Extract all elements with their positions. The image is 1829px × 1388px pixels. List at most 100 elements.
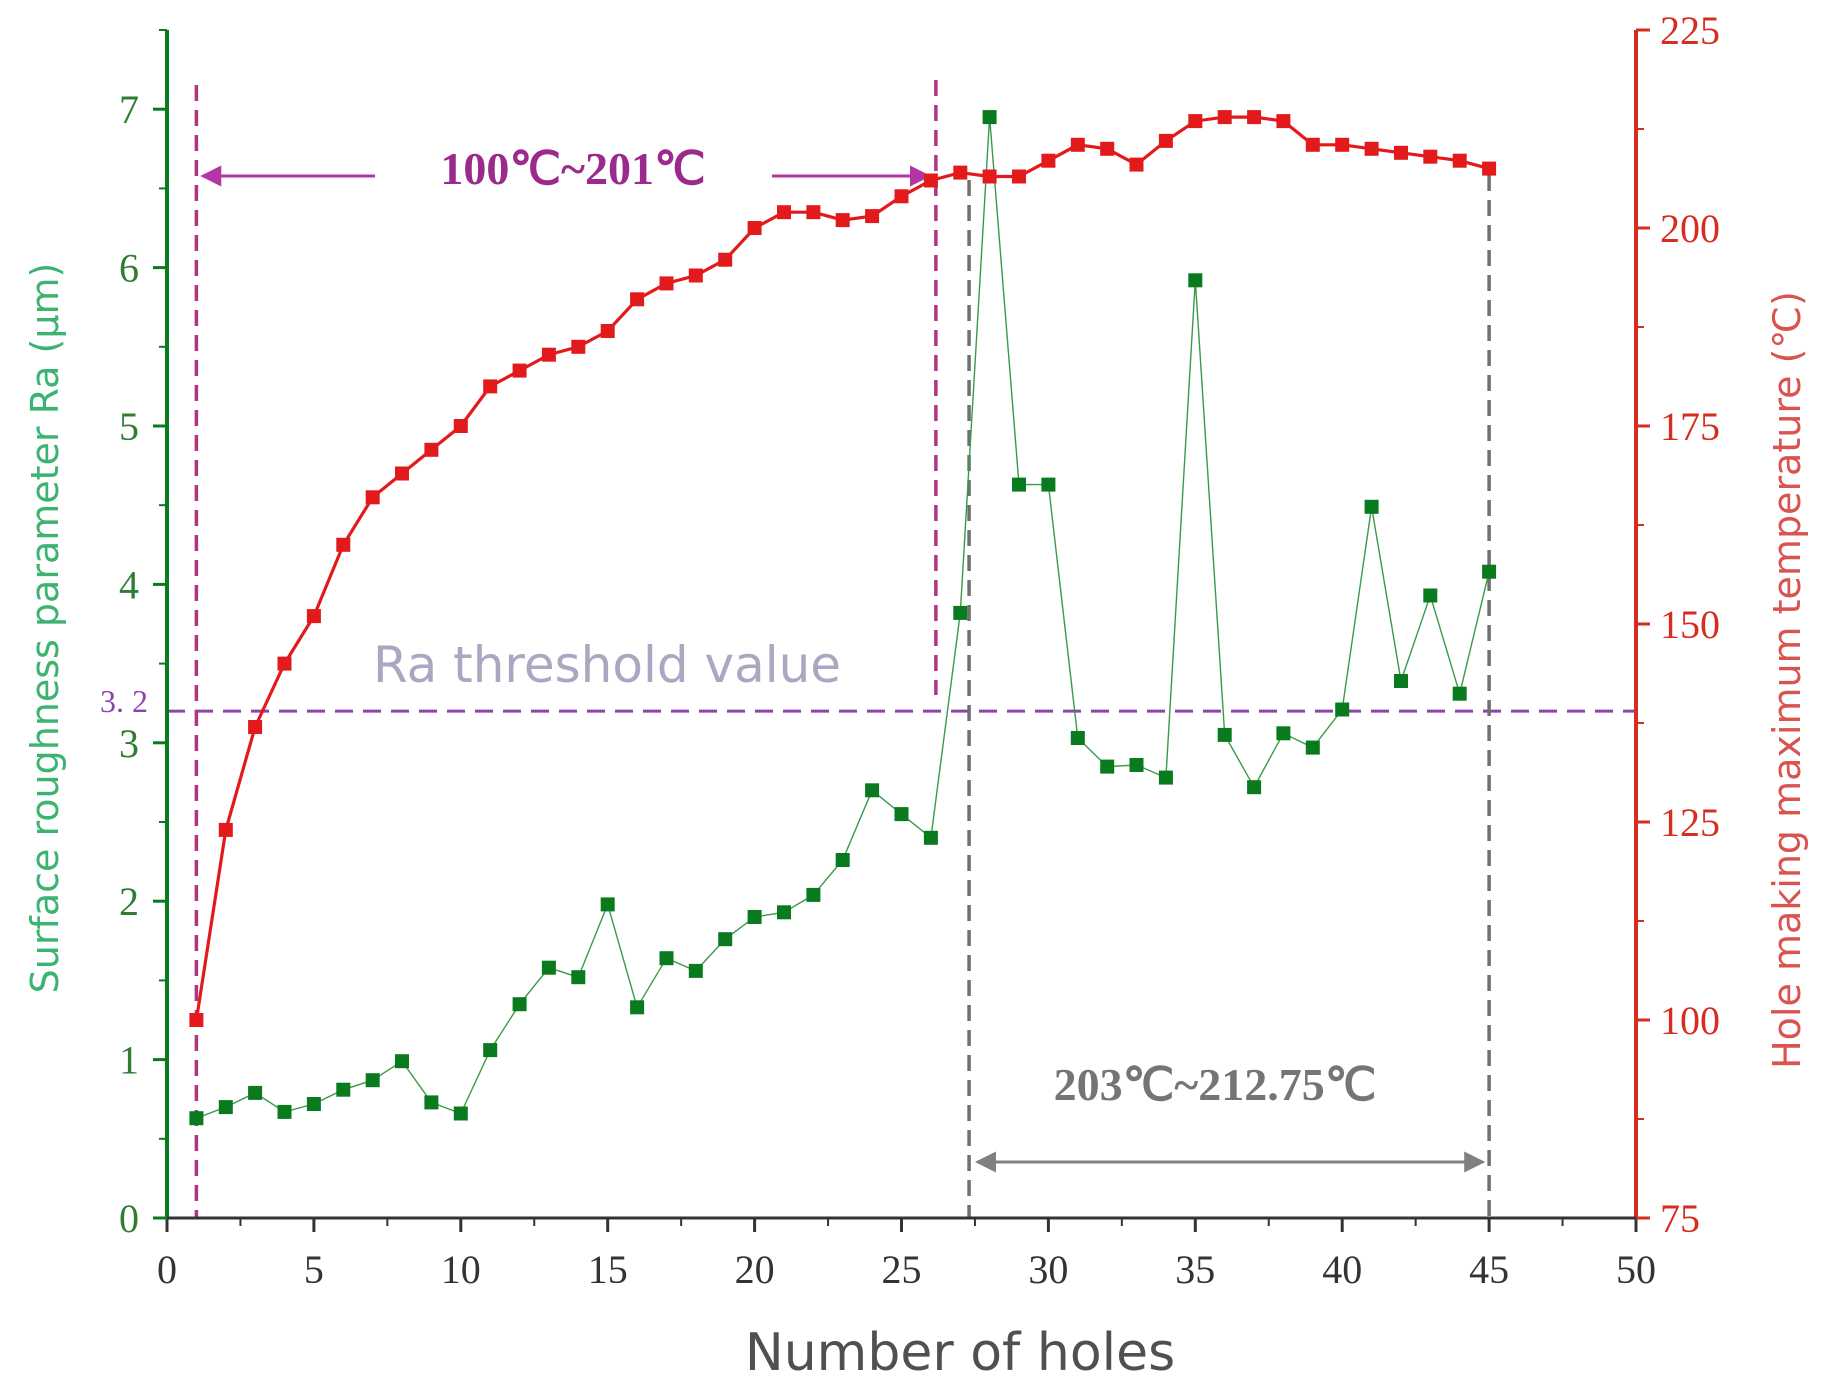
ra-point-8 <box>395 1054 409 1069</box>
temp-point-30 <box>1041 153 1056 168</box>
left-tick-label-5: 5 <box>119 404 139 449</box>
axes <box>153 28 1650 1232</box>
series-temperature-line <box>194 115 1490 1021</box>
x-tick-label-35: 35 <box>1175 1247 1215 1292</box>
series-ra-line <box>196 117 1490 1119</box>
temp-point-10 <box>453 419 468 433</box>
left-tick-label-2: 2 <box>119 879 139 924</box>
temp-point-37 <box>1247 110 1262 125</box>
ra-point-35 <box>1188 273 1203 288</box>
temp-point-7 <box>365 490 380 505</box>
threshold-label: Ra threshold value <box>373 636 841 694</box>
temp-point-2 <box>218 822 233 837</box>
ra-point-3 <box>248 1085 263 1100</box>
temp-point-35 <box>1188 114 1203 129</box>
temp-point-27 <box>953 165 968 180</box>
ra-point-27 <box>953 605 968 620</box>
temp-point-40 <box>1335 137 1350 152</box>
threshold-tick-label: 3. 2 <box>100 683 148 719</box>
x-tick-label-40: 40 <box>1322 1247 1362 1292</box>
ra-point-44 <box>1452 686 1467 701</box>
ra-point-36 <box>1217 727 1232 742</box>
ra-point-39 <box>1305 740 1320 755</box>
temp-point-33 <box>1129 157 1144 172</box>
left-tick-label-0: 0 <box>119 1196 139 1241</box>
ra-point-11 <box>483 1043 498 1058</box>
ra-point-23 <box>835 853 850 867</box>
x-tick-label-20: 20 <box>735 1247 775 1292</box>
ra-point-25 <box>894 807 909 822</box>
temp-point-20 <box>747 221 762 235</box>
temp-point-14 <box>571 339 586 354</box>
ra-point-9 <box>424 1095 439 1110</box>
x-tick-label-25: 25 <box>882 1247 922 1292</box>
temp-point-28 <box>982 169 997 184</box>
right-axis-title: Hole making maximum temperature (℃) <box>1765 291 1809 1069</box>
temp-point-11 <box>483 379 498 394</box>
ra-point-7 <box>365 1073 380 1088</box>
right-tick-label-100: 100 <box>1660 998 1720 1043</box>
ra-point-43 <box>1423 588 1438 603</box>
temp-point-34 <box>1158 133 1173 148</box>
right-tick-label-175: 175 <box>1660 404 1720 449</box>
series-layer <box>189 110 1497 1126</box>
x-tick-label-45: 45 <box>1469 1247 1509 1292</box>
left-axis-title: Surface roughness parameter Ra (μm) <box>23 263 67 994</box>
temp-point-31 <box>1070 137 1085 152</box>
right-tick-label-225: 225 <box>1660 8 1720 53</box>
temp-point-15 <box>600 324 615 338</box>
ra-point-13 <box>541 960 556 975</box>
temp-point-21 <box>777 205 791 220</box>
temp-point-4 <box>277 656 292 671</box>
ra-point-20 <box>747 910 762 924</box>
temp-point-5 <box>306 609 321 624</box>
left-tick-label-1: 1 <box>119 1038 139 1083</box>
temp-point-29 <box>1012 169 1026 184</box>
ra-point-45 <box>1482 564 1497 579</box>
tick-labels: 0 5 10 15 20 25 30 35 40 45 5001234567751001251501… <box>119 8 1720 1292</box>
temp-point-13 <box>541 347 556 362</box>
right-tick-label-200: 200 <box>1660 206 1720 251</box>
temp-point-12 <box>512 363 527 378</box>
temp-point-6 <box>336 537 351 552</box>
temp-point-36 <box>1217 110 1232 125</box>
temp-point-22 <box>806 205 821 220</box>
temp-point-41 <box>1364 141 1379 156</box>
ra-point-1 <box>189 1111 204 1126</box>
ra-point-19 <box>718 932 733 947</box>
ra-point-18 <box>688 963 703 978</box>
temp-point-18 <box>688 268 703 283</box>
temp-point-26 <box>923 173 938 188</box>
x-tick-label-50: 50 <box>1616 1247 1656 1292</box>
ra-point-37 <box>1247 780 1262 795</box>
ra-point-4 <box>277 1104 292 1119</box>
temp-point-19 <box>718 252 733 267</box>
right-tick-label-75: 75 <box>1660 1196 1700 1241</box>
temp-point-8 <box>395 466 409 481</box>
ra-point-34 <box>1158 770 1173 785</box>
ra-point-15 <box>600 897 615 912</box>
temp-point-44 <box>1452 153 1467 168</box>
left-tick-label-6: 6 <box>119 246 139 291</box>
ra-point-28 <box>982 110 997 125</box>
ra-point-14 <box>571 970 586 985</box>
x-tick-label-5: 5 <box>304 1247 324 1292</box>
ra-point-29 <box>1012 477 1026 492</box>
right-tick-label-150: 150 <box>1660 602 1720 647</box>
temp-point-39 <box>1305 137 1320 152</box>
ra-point-24 <box>865 783 880 798</box>
ra-point-31 <box>1070 731 1085 745</box>
temp-point-25 <box>894 189 909 204</box>
left-tick-label-3: 3 <box>119 721 139 766</box>
range-high-label: 203℃~212.75℃ <box>1054 1059 1377 1110</box>
ra-point-12 <box>512 997 527 1012</box>
temp-point-16 <box>630 292 645 307</box>
ra-point-10 <box>453 1106 468 1121</box>
x-tick-label-0: 0 <box>157 1247 177 1292</box>
right-tick-label-125: 125 <box>1660 800 1720 845</box>
ra-point-41 <box>1364 499 1379 514</box>
left-tick-label-4: 4 <box>119 562 139 607</box>
ra-point-16 <box>630 1000 645 1015</box>
temp-point-3 <box>248 720 263 734</box>
